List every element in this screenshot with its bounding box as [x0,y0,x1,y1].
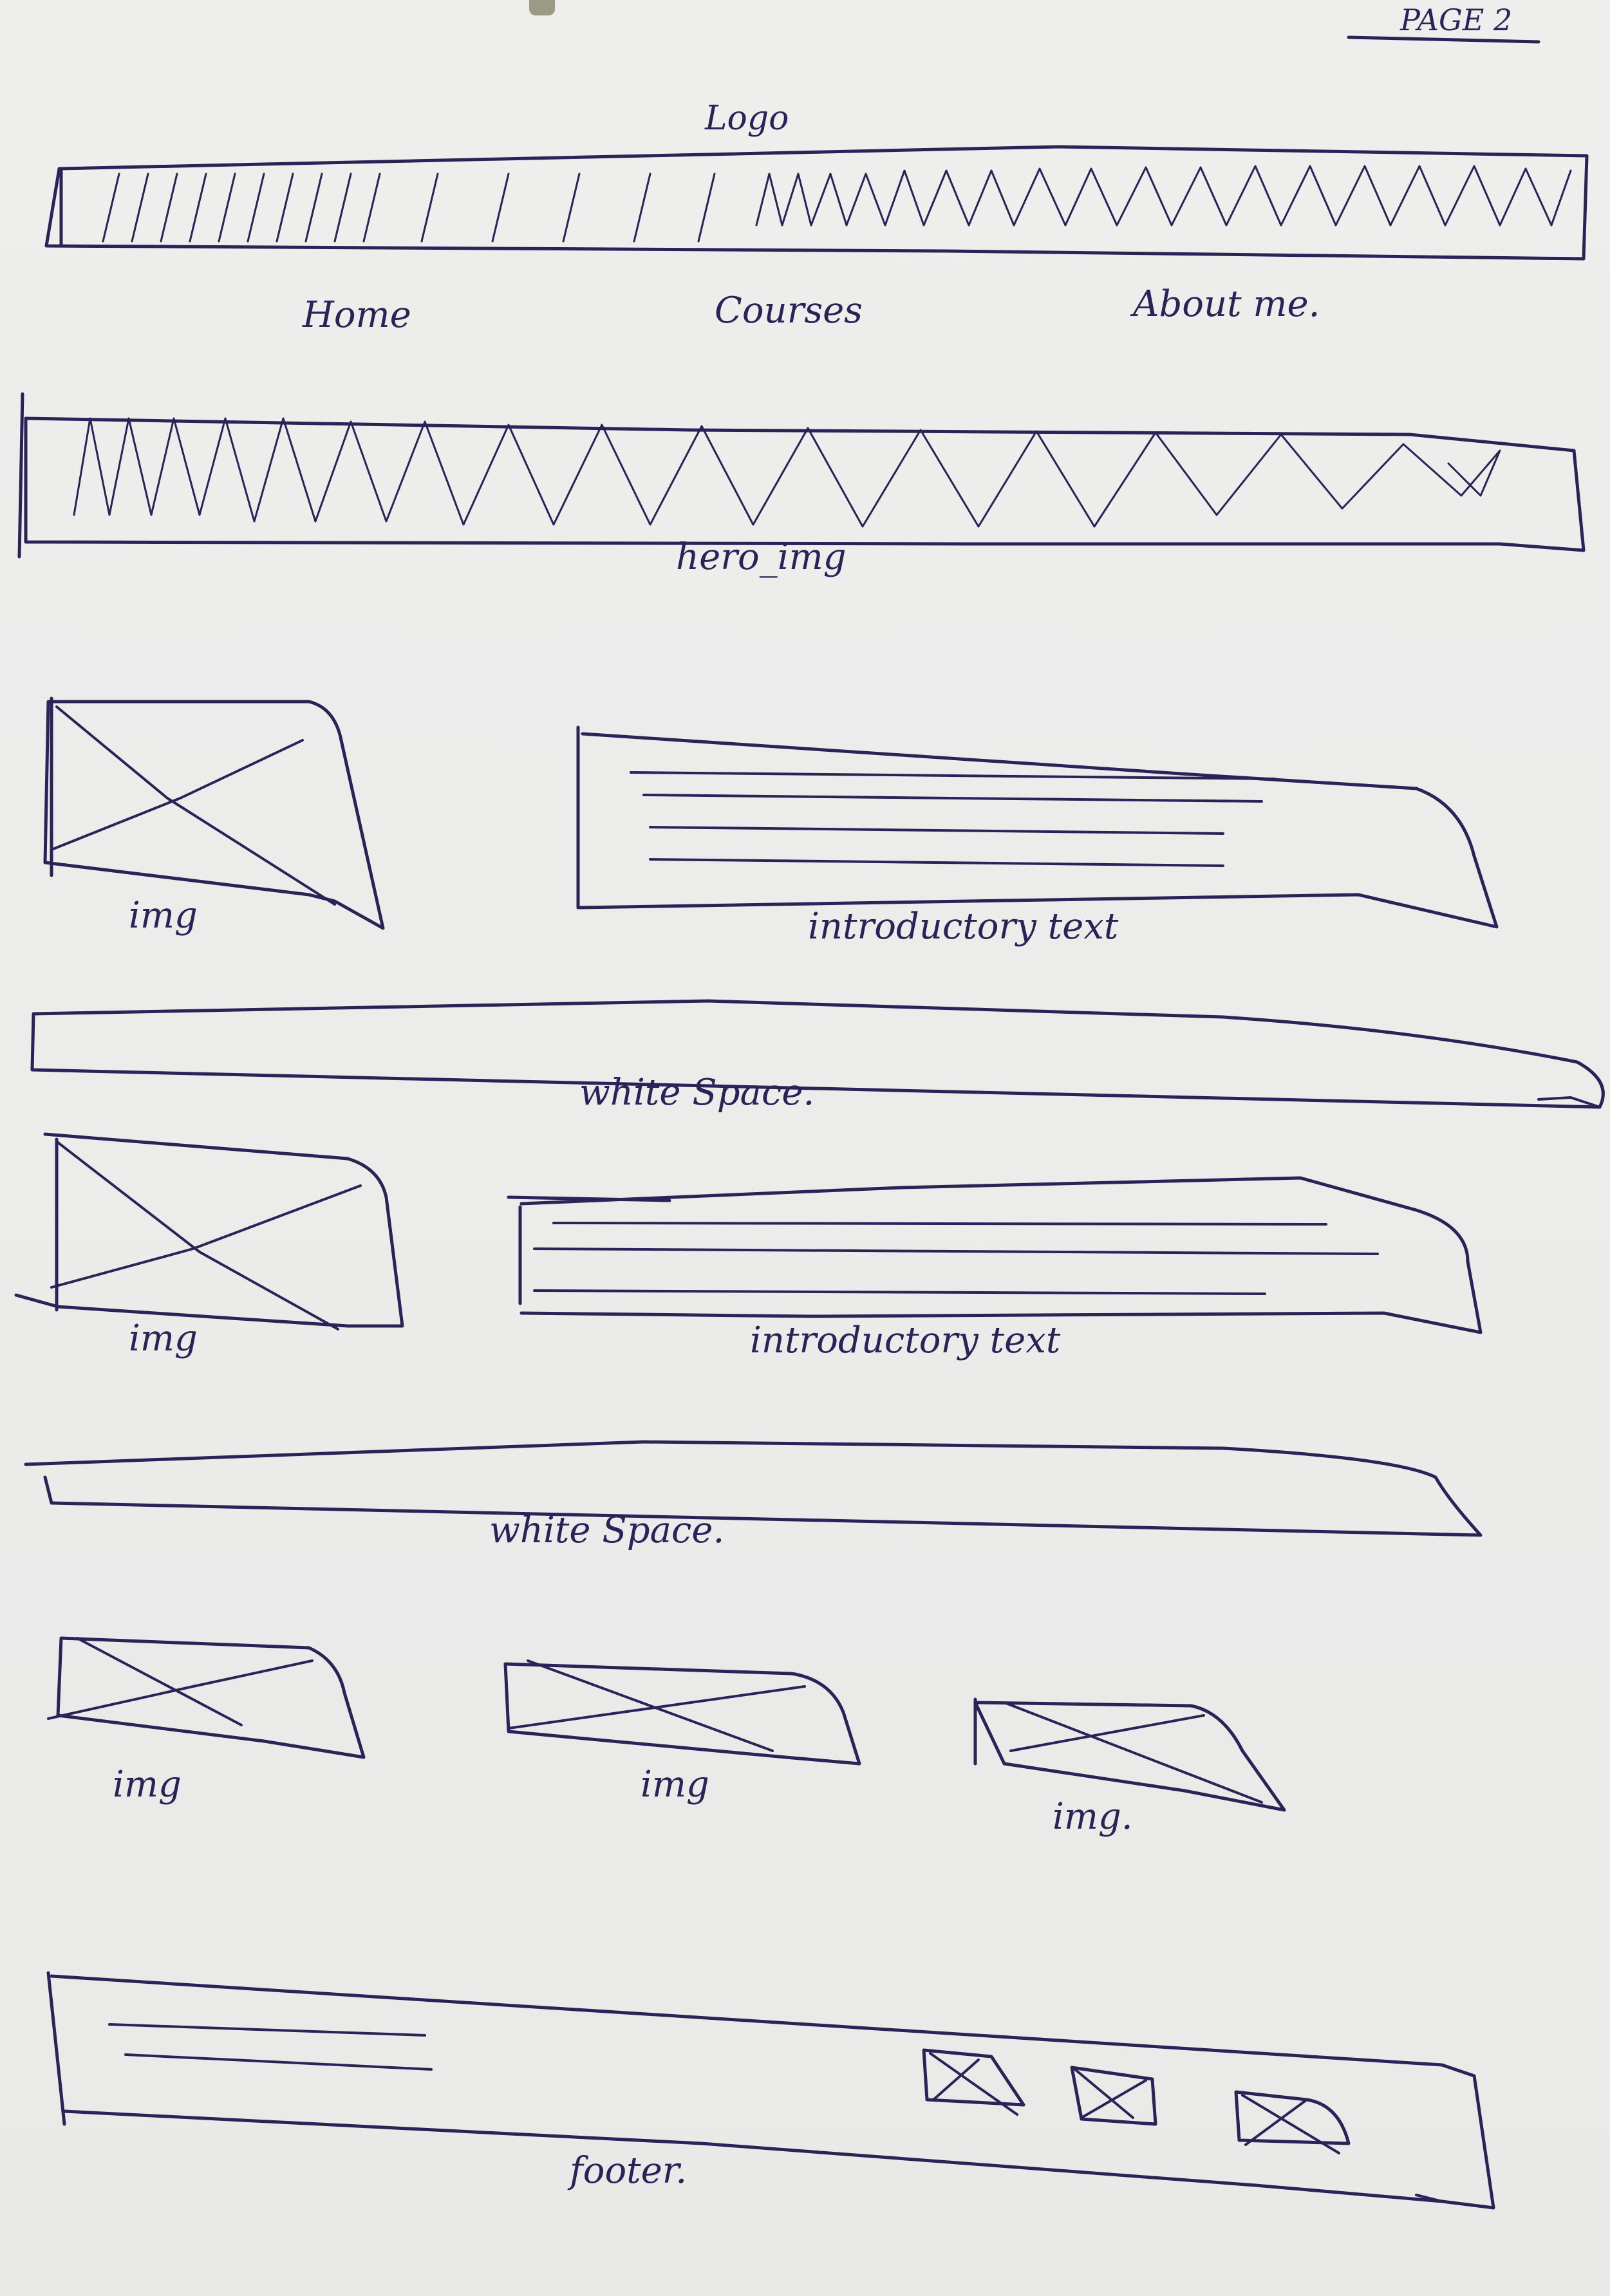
page-label-underline [1347,35,1540,44]
footer-label: footer. [570,2150,688,2192]
nav-home-label[interactable]: Home [303,294,411,336]
spacer2-label: white Space. [489,1509,725,1551]
spacer2-band [24,1440,1483,1537]
page-label: PAGE 2 [1400,3,1513,37]
section2-img-label: img [129,1318,198,1359]
section1-text-label: introductory text [808,906,1119,947]
gallery-img-label-3: img. [1053,1796,1133,1838]
hero-label: hero_img [676,536,847,578]
footer-box [46,1971,1495,2210]
spacer1-band [30,999,1605,1109]
logo-label: Logo [705,99,789,138]
section2-text-block [507,1176,1483,1334]
gallery-img-placeholder-3 [973,1697,1286,1812]
nav-courses-label[interactable]: Courses [715,290,863,331]
footer-social-icon-1 [922,2048,1025,2116]
section1-img-label: img [129,895,198,937]
nav-about-label[interactable]: About me. [1133,283,1320,325]
footer-social-icon-2 [1070,2066,1157,2126]
gallery-img-label-1: img [113,1764,182,1806]
section2-img-placeholder [14,1132,404,1330]
section2-text-label: introductory text [750,1320,1061,1361]
hero-banner [17,392,1586,559]
section1-img-placeholder [43,696,385,930]
gallery-img-placeholder-2 [503,1659,861,1766]
footer-social-icon-3 [1234,2090,1351,2154]
gallery-img-placeholder-1 [47,1636,366,1759]
spacer1-label: white Space. [579,1072,815,1114]
gallery-img-label-2: img [641,1764,709,1806]
logo-banner [44,145,1589,261]
paper-clip [529,0,555,15]
section1-text-block [576,725,1499,929]
